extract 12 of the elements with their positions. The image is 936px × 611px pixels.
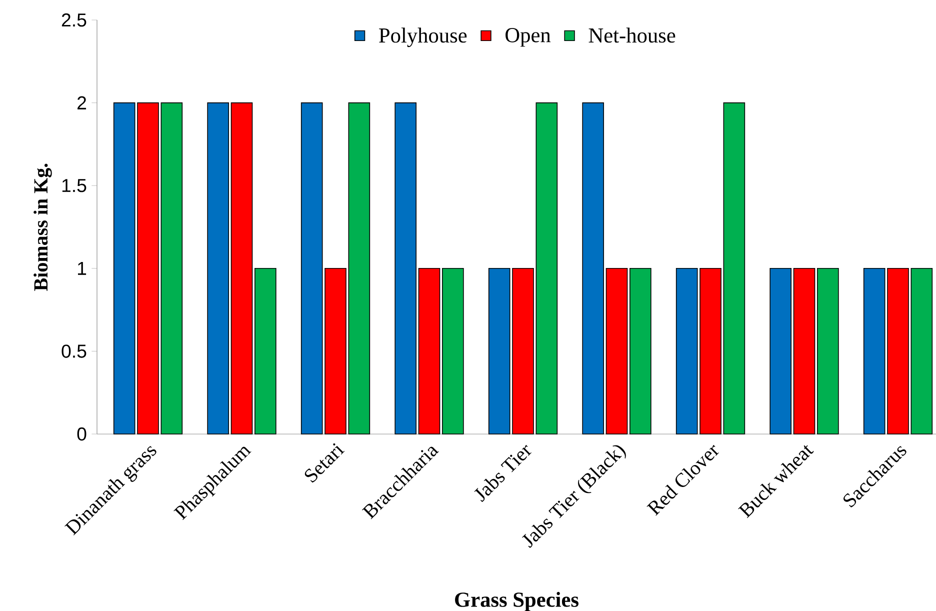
y-tick-label: 1.5 (62, 179, 86, 192)
y-tick-label: 0 (77, 427, 86, 441)
x-tick-label: Jabs Tier (474, 444, 532, 502)
legend-label: Open (506, 28, 551, 47)
y-tick-label: 2 (78, 96, 86, 110)
y-tick-label: 0.5 (62, 344, 86, 358)
y-tick-label: 2.5 (62, 13, 86, 27)
y-tick-label: 1 (78, 262, 86, 275)
y-axis-title: Biomass in Kg. (34, 164, 52, 291)
legend-label: Net-house (588, 28, 676, 43)
legend-label: Polyhouse (379, 28, 467, 48)
x-axis-title: Grass Species (455, 592, 578, 611)
